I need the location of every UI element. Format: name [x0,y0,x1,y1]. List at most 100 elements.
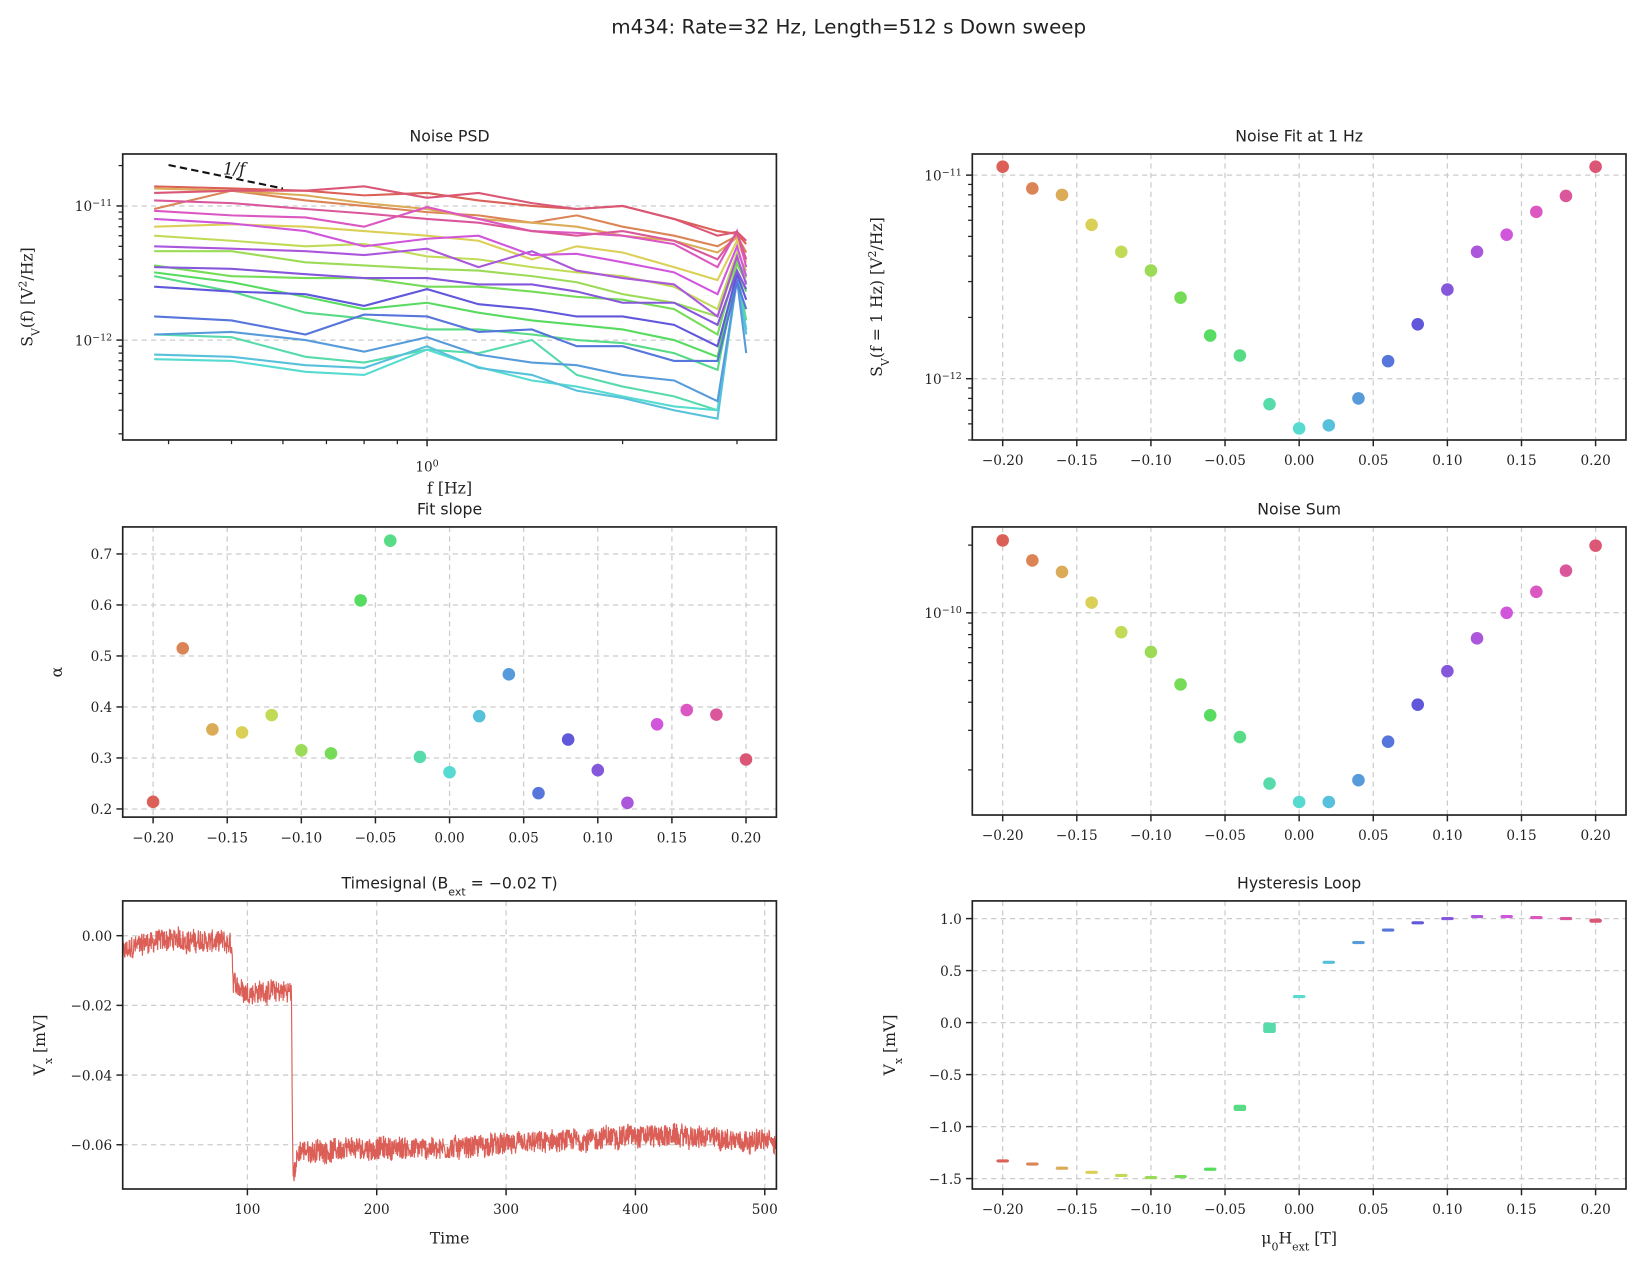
noise-fit-1hz-chart: −0.20 −0.15 −0.10 −0.05 0.00 0.05 0.10 0.15 0.20… [866,126,1627,469]
hysteresis-marker [1233,1104,1247,1112]
chart-title: Noise Fit at 1 Hz [1235,126,1363,145]
psd-series-line [154,275,748,420]
axes-frame [121,900,778,1190]
scatter-point [1233,730,1247,744]
x-tick-label: −0.05 [1204,1202,1246,1218]
axes-frame [971,153,1627,441]
x-tick-label: 0.20 [1580,453,1610,469]
timesignal-data [122,926,777,1182]
timesignal-chart: 100 200 300 400 500 0.00 −0.02 −0.04 −0.06 Timesi… [30,873,778,1247]
hysteresis-marker [1292,995,1306,999]
hysteresis-marker [996,1159,1009,1163]
x-tick-label: 0.15 [1506,1202,1536,1218]
hysteresis-marker [1055,1166,1069,1170]
scatter-point [591,763,605,777]
scatter-point [472,709,486,723]
scatter-point [1322,419,1336,432]
scatter-point [206,723,219,736]
scatter-point [1174,678,1187,691]
figure-suptitle: m434: Rate=32 Hz, Length=512 s Down swee… [611,16,1086,39]
scatter-point [1203,329,1217,342]
noise-fit-1hz-data [996,160,1602,435]
psd-series-line [154,199,748,261]
x-tick-label: 500 [752,1202,778,1218]
hysteresis-marker [1352,940,1365,945]
x-tick-label: 0.00 [434,830,464,846]
scatter-point [1470,632,1484,645]
x-tick-label: −0.15 [1056,1202,1098,1218]
scatter-point [383,534,397,547]
timesignal-line [122,926,777,1182]
x-tick-label: −0.15 [1056,828,1098,844]
y-tick-label: 0.4 [91,700,113,716]
scatter-point [996,534,1009,547]
scatter-point [1500,606,1513,620]
y-tick-label: 0.0 [940,1016,962,1032]
scatter-point [502,668,516,681]
scatter-point [680,703,694,717]
y-tick-label: 0.5 [940,964,962,980]
y-axis-label: α [47,666,66,677]
scatter-point [1263,397,1276,411]
noise-psd-chart: 1/f 100 10−11 10−12 Noise PSD f [Hz] SV(f) [V2… [16,126,778,497]
x-tick-label: 100 [415,458,438,476]
x-tick-label: 0.10 [1432,1202,1462,1218]
scatter-point [1441,664,1454,678]
y-tick-label: 10−12 [924,370,961,388]
scatter-point [1292,422,1306,435]
scatter-point [265,708,278,722]
psd-series-line [154,223,748,282]
scatter-point [1174,291,1187,304]
scatter-point [295,744,308,757]
hysteresis-marker [1500,914,1513,919]
x-tick-label: 0.00 [1284,1202,1314,1218]
scatter-point [1292,795,1306,809]
x-tick-label: −0.20 [982,453,1024,469]
hysteresis-marker [1114,1173,1128,1178]
scatter-point [1233,349,1247,362]
x-tick-label: −0.05 [1204,453,1246,469]
x-tick-label: 0.05 [509,830,539,846]
hysteresis-marker [1470,914,1484,919]
y-tick-label: 10−11 [924,167,961,185]
scatter-point [621,796,634,810]
one-over-f-annotation: 1/f [223,159,248,179]
scatter-point [176,642,190,655]
noise-sum-data [996,534,1602,809]
scatter-point [996,160,1009,173]
x-tick-label: 400 [622,1202,648,1218]
y-axis-label: Vx [mV] [880,1014,904,1076]
x-tick-label: −0.10 [1130,828,1172,844]
axes-frame [121,526,778,818]
x-tick-label: 0.00 [1284,828,1314,844]
x-tick-label: 0.15 [657,830,687,846]
psd-series-line [154,187,748,260]
x-tick-label: 0.05 [1358,828,1388,844]
psd-series-line [154,260,748,337]
x-tick-label: 0.05 [1358,1202,1388,1218]
chart-title: Fit slope [417,499,482,518]
scatter-point [1263,777,1276,790]
psd-series-line [154,278,748,362]
y-tick-label: −0.02 [71,999,113,1015]
hysteresis-marker [1322,960,1336,964]
axes-frame [121,153,778,441]
scatter-point [1144,264,1158,277]
scatter-point [1085,218,1098,232]
scatter-point [1589,539,1602,552]
hysteresis-marker [1559,917,1573,921]
scatter-point [1381,354,1395,368]
scatter-point [1026,554,1039,567]
x-tick-label: −0.20 [132,830,174,846]
scatter-point [1322,795,1336,809]
scatter-point [443,765,456,779]
x-tick-label: 200 [364,1202,390,1218]
y-axis-label: SV(f) [V2/Hz] [16,247,42,347]
x-tick-label: 300 [493,1202,519,1218]
scatter-point [1589,160,1602,173]
scatter-point [1411,318,1425,331]
hysteresis-marker [1263,1022,1276,1034]
scatter-point [739,753,753,766]
scatter-point [1441,283,1454,296]
scatter-point [1500,228,1513,241]
